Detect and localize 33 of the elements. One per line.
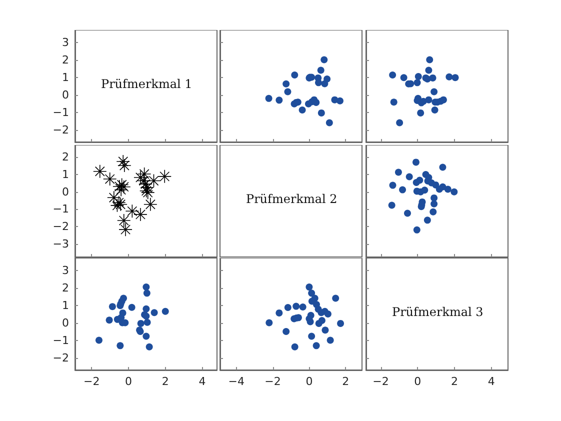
y-tick-label: 3 [62,36,69,49]
x-tick-label: −2 [372,375,389,388]
x-tick-label: 4 [488,375,495,388]
y-tick-label: 2 [62,53,69,66]
x-tick-label: −2 [83,375,100,388]
x-tick-label: −4 [228,375,244,388]
y-tick-label: 1 [62,70,69,84]
y-tick-label: 1 [62,168,69,182]
y-tick-label: −2 [52,220,69,234]
x-tick-label: 2 [342,375,350,388]
y-tick-label: 0 [62,185,69,198]
y-tick-label: −1 [52,334,69,347]
x-tick-label: 0 [124,375,132,388]
x-tick-label: 0 [414,375,422,388]
y-tick-label: 3 [62,264,69,277]
annotation: Prüfmerkmal 3 [392,305,484,319]
x-tick-label: 0 [306,375,313,388]
x-tick-label: −2 [264,375,281,388]
y-tick-label: 2 [62,281,69,294]
y-tick-label: −2 [52,351,69,364]
x-tick-label: 2 [162,375,169,388]
y-tick-label: −3 [52,237,69,250]
annotation: Prüfmerkmal 1 [101,77,192,91]
y-tick-label: −2 [52,123,69,136]
y-tick-label: −1 [52,106,69,119]
x-tick-label: 4 [198,375,206,388]
y-tick-label: 1 [62,298,69,312]
text: Prüfmerkmal 2 [246,192,338,206]
y-tick-label: 0 [62,88,69,102]
y-tick-label: 2 [62,150,69,164]
y-tick-label: −1 [52,202,69,216]
y-tick-label: 0 [62,316,69,330]
x-tick-label: 2 [451,375,458,388]
